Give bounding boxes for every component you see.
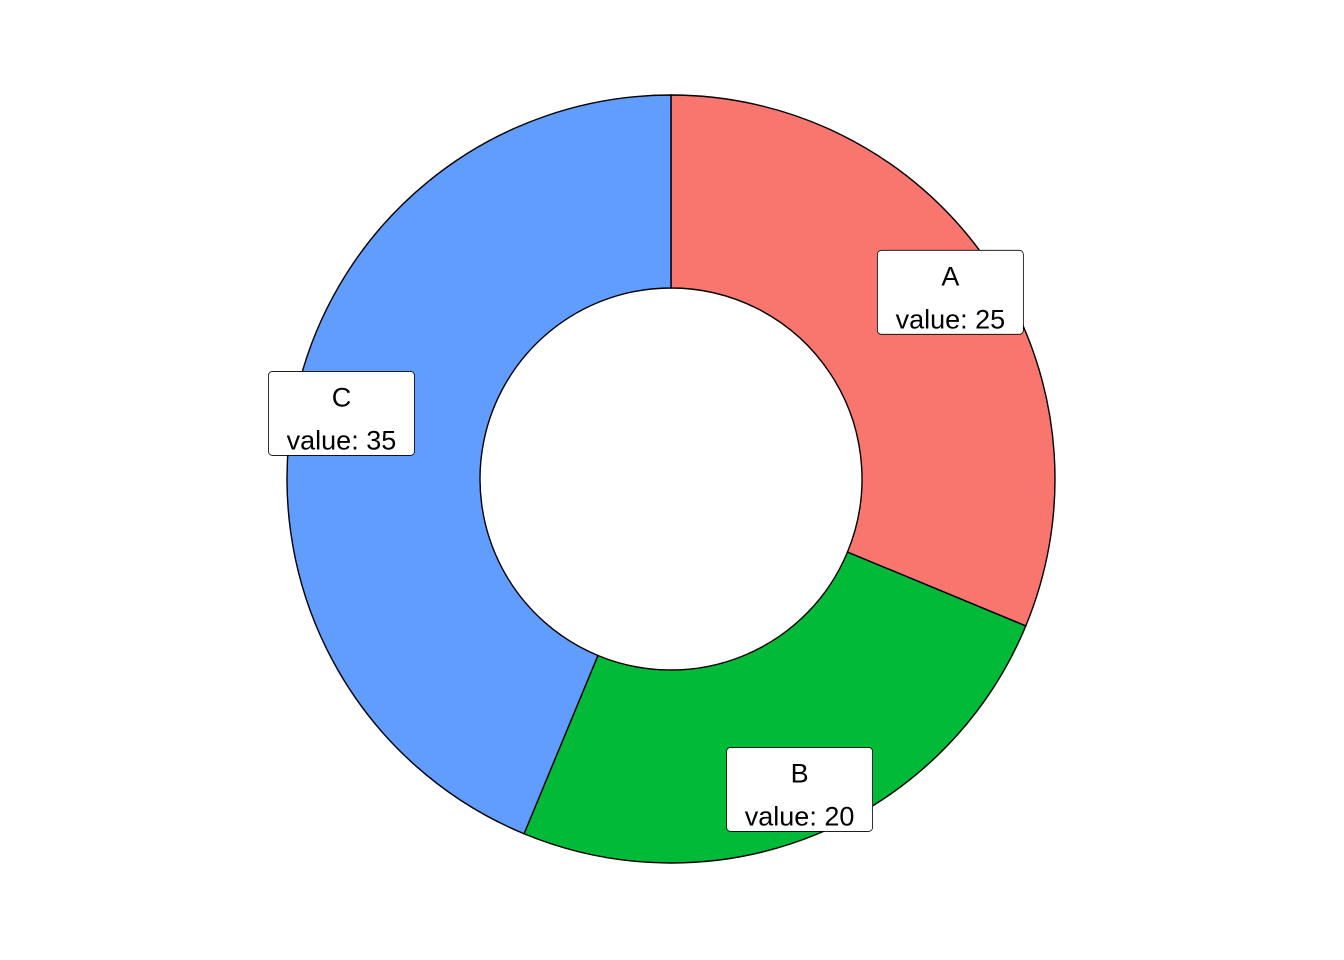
label-category: C — [332, 382, 352, 412]
label-category: A — [941, 261, 959, 291]
label-value: value: 25 — [896, 304, 1006, 334]
label-value: value: 35 — [287, 425, 397, 455]
donut-slices — [286, 94, 1056, 864]
slice-b — [523, 551, 1027, 864]
label-box — [876, 249, 1024, 335]
slice-a — [670, 94, 1056, 627]
label-box — [268, 371, 415, 456]
label-category: B — [791, 758, 809, 788]
label-box — [726, 747, 873, 832]
slice-c — [286, 94, 672, 835]
label-value: value: 20 — [745, 801, 855, 831]
